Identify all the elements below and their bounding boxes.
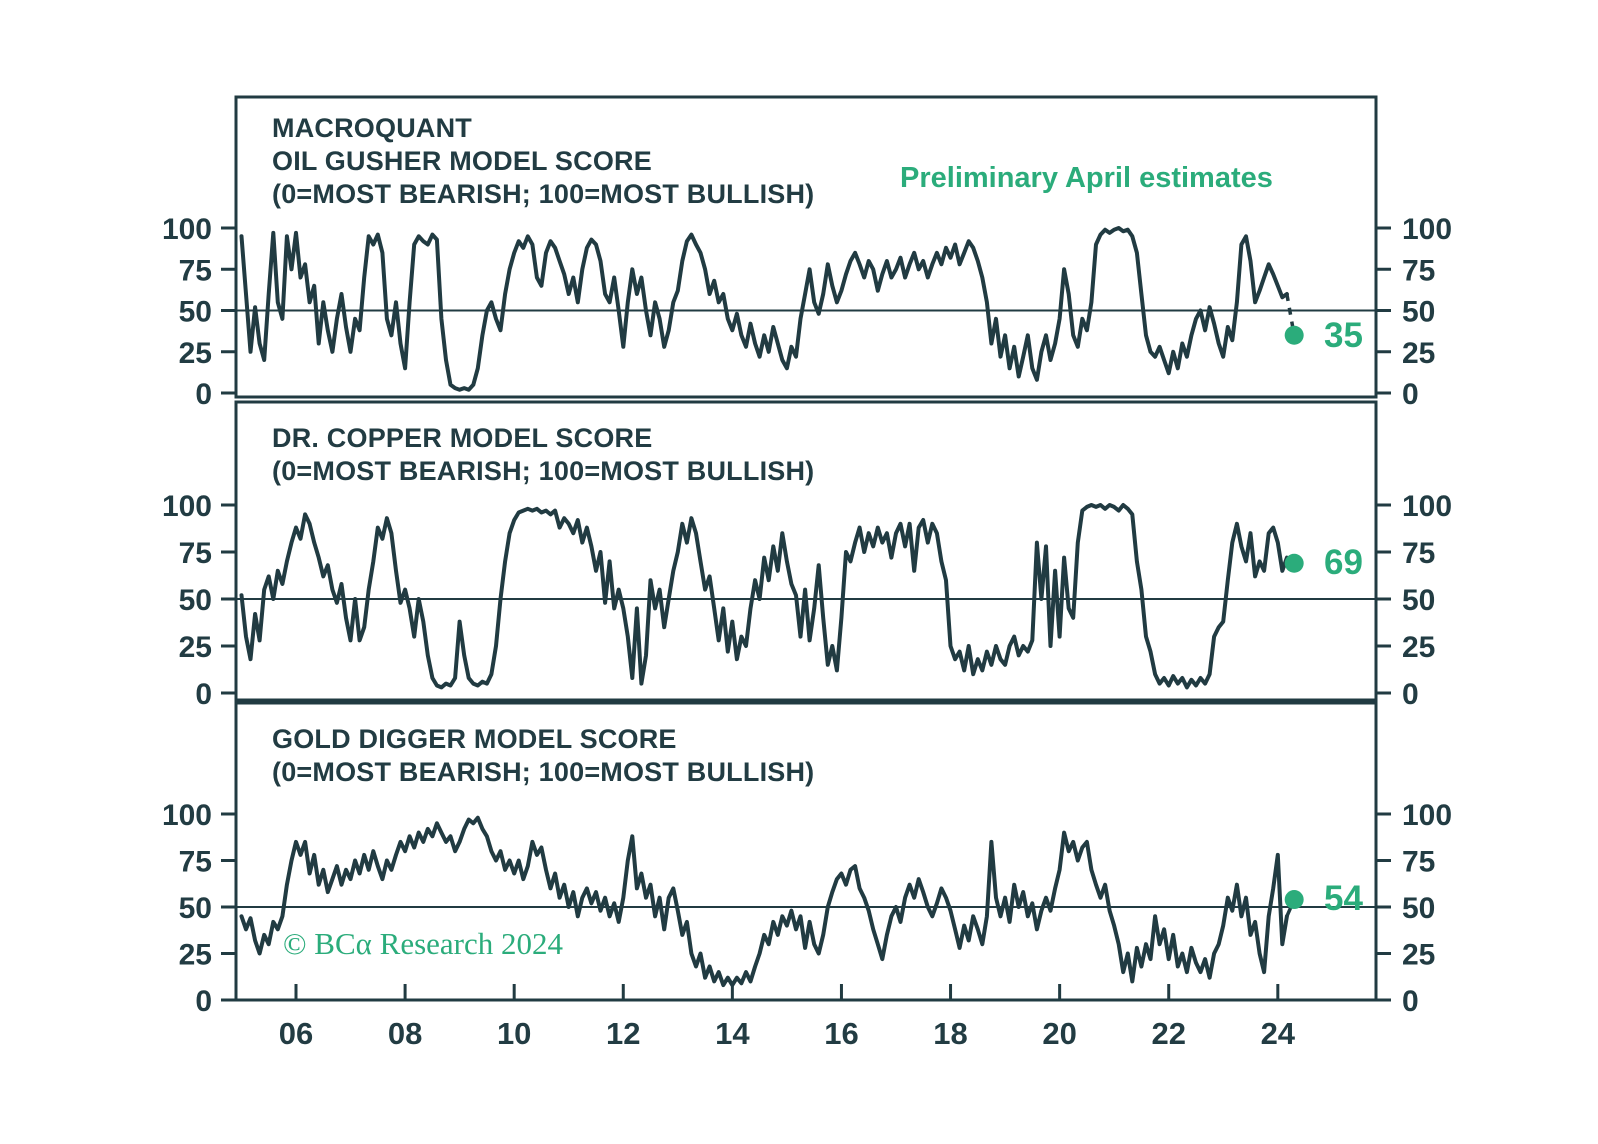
y-tick-label-right: 50 xyxy=(1402,892,1435,925)
panel-3-title-line-2: (0=MOST BEARISH; 100=MOST BULLISH) xyxy=(272,757,815,787)
panel-1-title: MACROQUANT OIL GUSHER MODEL SCORE (0=MOS… xyxy=(272,112,814,211)
y-tick-label-left: 0 xyxy=(195,378,212,411)
x-tick-label: 06 xyxy=(279,1016,313,1051)
y-tick-label-right: 50 xyxy=(1402,584,1435,617)
y-tick-label-right: 0 xyxy=(1402,678,1419,711)
x-tick-label: 20 xyxy=(1042,1016,1076,1051)
y-tick-label-left: 0 xyxy=(195,678,212,711)
x-tick-label: 12 xyxy=(606,1016,640,1051)
y-tick-label-left: 25 xyxy=(179,939,212,972)
x-tick-label: 18 xyxy=(933,1016,967,1051)
panel-1-estimate-value: 35 xyxy=(1324,316,1363,355)
y-tick-label-left: 50 xyxy=(179,584,212,617)
y-tick-label-right: 75 xyxy=(1402,254,1435,287)
panel-3-title-line-1: GOLD DIGGER MODEL SCORE xyxy=(272,724,677,754)
y-tick-label-left: 25 xyxy=(179,631,212,664)
y-tick-label-right: 100 xyxy=(1402,490,1452,523)
panel-2-title: DR. COPPER MODEL SCORE (0=MOST BEARISH; … xyxy=(272,422,814,488)
x-tick-label: 16 xyxy=(824,1016,858,1051)
panel-1-title-line-2: OIL GUSHER MODEL SCORE xyxy=(272,146,652,176)
y-tick-label-right: 75 xyxy=(1402,537,1435,570)
y-tick-label-right: 100 xyxy=(1402,799,1452,832)
y-tick-label-left: 50 xyxy=(179,892,212,925)
y-tick-label-right: 75 xyxy=(1402,846,1435,879)
panel-3-estimate-value: 54 xyxy=(1324,879,1363,918)
y-tick-label-left: 100 xyxy=(162,799,212,832)
y-tick-label-left: 25 xyxy=(179,337,212,370)
y-tick-label-right: 25 xyxy=(1402,337,1435,370)
x-tick-label: 10 xyxy=(497,1016,531,1051)
y-tick-label-right: 0 xyxy=(1402,985,1419,1018)
y-tick-label-left: 100 xyxy=(162,490,212,523)
panel-1-series-line xyxy=(239,226,1289,392)
y-tick-label-right: 50 xyxy=(1402,296,1435,329)
panel-2-title-line-2: (0=MOST BEARISH; 100=MOST BULLISH) xyxy=(272,456,815,486)
x-tick-label: 08 xyxy=(388,1016,422,1051)
panel-2-estimate-value: 69 xyxy=(1324,543,1363,582)
bca-research-copyright: © BCα Research 2024 xyxy=(283,926,563,961)
y-tick-label-left: 75 xyxy=(179,254,212,287)
y-tick-label-left: 0 xyxy=(195,985,212,1018)
y-tick-label-left: 75 xyxy=(179,846,212,879)
panel-2-estimate-dot xyxy=(1284,553,1304,573)
y-tick-label-left: 75 xyxy=(179,537,212,570)
x-tick-label: 24 xyxy=(1261,1016,1296,1051)
panel-3-estimate-dot xyxy=(1284,890,1304,910)
y-tick-label-right: 100 xyxy=(1402,213,1452,246)
panel-1-estimate-dot xyxy=(1284,325,1304,345)
panel-3-title: GOLD DIGGER MODEL SCORE (0=MOST BEARISH;… xyxy=(272,723,814,789)
panel-1-frame xyxy=(234,95,1378,399)
x-tick-label: 14 xyxy=(715,1016,750,1051)
panel-1-title-line-1: MACROQUANT xyxy=(272,113,472,143)
y-tick-label-right: 0 xyxy=(1402,378,1419,411)
y-tick-label-right: 25 xyxy=(1402,631,1435,664)
y-tick-label-left: 100 xyxy=(162,213,212,246)
y-tick-label-left: 50 xyxy=(179,296,212,329)
y-tick-label-right: 25 xyxy=(1402,939,1435,972)
panel-1-title-line-3: (0=MOST BEARISH; 100=MOST BULLISH) xyxy=(272,179,815,209)
panel-2-series-line xyxy=(239,503,1289,690)
preliminary-estimates-annotation: Preliminary April estimates xyxy=(900,162,1273,194)
panel-3-frame xyxy=(234,701,1378,1002)
panel-3-series-line xyxy=(239,815,1289,988)
panel-2-title-line-1: DR. COPPER MODEL SCORE xyxy=(272,423,653,453)
x-tick-label: 22 xyxy=(1151,1016,1185,1051)
